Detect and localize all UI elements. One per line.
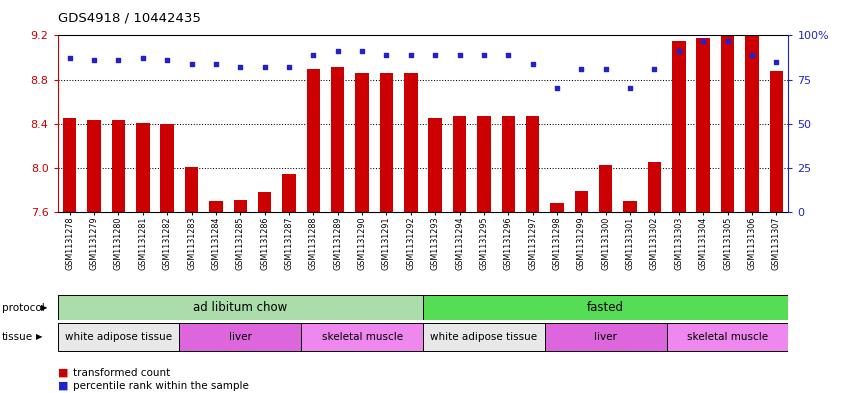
Bar [58, 323, 179, 351]
Bar [58, 295, 423, 320]
Bar [502, 116, 515, 212]
Bar [209, 201, 222, 212]
Point [161, 57, 174, 63]
Bar [453, 116, 466, 212]
Text: white adipose tissue: white adipose tissue [65, 332, 172, 342]
Text: GDS4918 / 10442435: GDS4918 / 10442435 [58, 12, 201, 25]
Bar [721, 37, 734, 212]
Bar [161, 124, 174, 212]
Text: liver: liver [228, 332, 252, 342]
Point [283, 64, 296, 70]
Bar [112, 121, 125, 212]
Bar [672, 41, 685, 212]
Point [526, 61, 540, 67]
Text: protocol: protocol [2, 303, 45, 312]
Point [404, 51, 418, 58]
Text: ■: ■ [58, 381, 68, 391]
Point [770, 59, 783, 65]
Bar [355, 73, 369, 212]
Text: ad libitum chow: ad libitum chow [193, 301, 288, 314]
Bar [545, 323, 667, 351]
Bar [526, 116, 540, 212]
Point [648, 66, 662, 72]
Point [672, 48, 685, 54]
Bar [574, 191, 588, 212]
Bar [63, 118, 76, 212]
Point [599, 66, 613, 72]
Bar [283, 174, 296, 212]
Point [306, 51, 320, 58]
Bar [423, 323, 545, 351]
Bar [301, 323, 423, 351]
Point [380, 51, 393, 58]
Bar [648, 162, 662, 212]
Bar [745, 35, 759, 212]
Point [63, 55, 76, 61]
Point [355, 48, 369, 54]
Text: tissue: tissue [2, 332, 33, 342]
Text: liver: liver [594, 332, 618, 342]
Point [477, 51, 491, 58]
Bar [136, 123, 150, 212]
Bar [331, 68, 344, 212]
Text: fasted: fasted [587, 301, 624, 314]
Point [550, 85, 563, 92]
Bar [380, 73, 393, 212]
Point [721, 37, 734, 44]
Point [87, 57, 101, 63]
Bar [624, 201, 637, 212]
Bar [184, 167, 198, 212]
Point [624, 85, 637, 92]
Bar [404, 73, 418, 212]
Point [574, 66, 588, 72]
Bar [428, 118, 442, 212]
Point [184, 61, 198, 67]
Bar [306, 68, 320, 212]
Point [696, 37, 710, 44]
Point [112, 57, 125, 63]
Bar [696, 38, 710, 212]
Bar [179, 323, 301, 351]
Text: ■: ■ [58, 367, 68, 378]
Text: percentile rank within the sample: percentile rank within the sample [73, 381, 249, 391]
Bar [770, 71, 783, 212]
Text: ▶: ▶ [36, 332, 43, 342]
Point [258, 64, 272, 70]
Text: transformed count: transformed count [73, 367, 170, 378]
Bar [667, 323, 788, 351]
Text: skeletal muscle: skeletal muscle [687, 332, 768, 342]
Bar [258, 192, 272, 212]
Point [428, 51, 442, 58]
Text: ▶: ▶ [41, 303, 47, 312]
Bar [233, 200, 247, 212]
Point [233, 64, 247, 70]
Point [745, 51, 759, 58]
Text: skeletal muscle: skeletal muscle [321, 332, 403, 342]
Point [209, 61, 222, 67]
Bar [550, 204, 563, 212]
Point [136, 55, 150, 61]
Bar [599, 165, 613, 212]
Text: white adipose tissue: white adipose tissue [431, 332, 537, 342]
Bar [477, 116, 491, 212]
Point [502, 51, 515, 58]
Point [453, 51, 466, 58]
Point [331, 48, 344, 54]
Bar [87, 121, 101, 212]
Bar [423, 295, 788, 320]
